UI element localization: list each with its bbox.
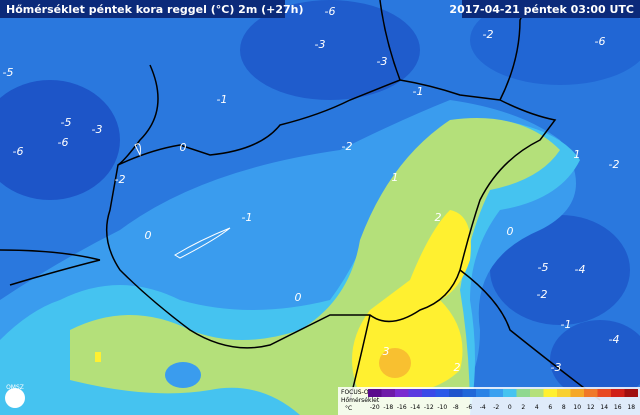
- legend-tick: -16: [397, 404, 407, 411]
- contour-label: 3: [383, 345, 390, 358]
- contour-label: -3: [315, 38, 326, 51]
- borders: [0, 0, 601, 401]
- contour-label: -1: [413, 85, 424, 98]
- legend-swatch: [408, 389, 422, 397]
- contour-label: -4: [575, 263, 586, 276]
- legend-tick: 18: [627, 404, 635, 411]
- contour-label: -3: [551, 361, 562, 374]
- legend-swatch: [503, 389, 517, 397]
- legend-swatch: [395, 389, 409, 397]
- legend-swatch: [611, 389, 625, 397]
- legend-swatch: [597, 389, 611, 397]
- legend-swatch: [476, 389, 490, 397]
- contour-label: 2: [435, 211, 442, 224]
- legend-swatch: [543, 389, 557, 397]
- contour-label: 2: [454, 361, 461, 374]
- legend-tick: 12: [587, 404, 595, 411]
- legend-tick: -12: [424, 404, 434, 411]
- legend-tick: -6: [466, 404, 472, 411]
- contour-label: -6: [325, 5, 336, 18]
- legend-tick: -8: [453, 404, 459, 411]
- contour-label: -2: [483, 28, 494, 41]
- legend-swatch: [557, 389, 571, 397]
- legend-tick: 6: [548, 404, 552, 411]
- timestamp: 2017-04-21 péntek 03:00 UTC: [449, 3, 634, 16]
- legend-swatch: [381, 389, 395, 397]
- contour-label: 0: [295, 291, 302, 304]
- legend-tick: 0: [508, 404, 512, 411]
- logo-text: OMSZ: [6, 384, 24, 391]
- legend-swatch: [462, 389, 476, 397]
- contour-label: 0: [180, 141, 187, 154]
- legend-tick: -2: [493, 404, 499, 411]
- contour-label: -1: [242, 211, 253, 224]
- legend-swatch: [368, 389, 382, 397]
- logo-icon: [5, 388, 25, 408]
- legend-swatch: [530, 389, 544, 397]
- legend-tick: 10: [573, 404, 581, 411]
- legend-swatch: [584, 389, 598, 397]
- contour-labels: -6 -5 -6 -5 -6 -3 -2 0 0 -1 -1 -2 0 1 2 3 2 -1 -3 -6 -5 -4 -2 -…: [3, 5, 620, 374]
- legend-tick: 8: [562, 404, 566, 411]
- legend-tick: -18: [383, 404, 393, 411]
- contour-label: -2: [537, 288, 548, 301]
- contour-label: -4: [609, 333, 620, 346]
- legend-tick: 4: [535, 404, 539, 411]
- legend-title: FOCUS-OFF: [341, 389, 376, 396]
- legend-swatch: [449, 389, 463, 397]
- legend-swatch: [570, 389, 584, 397]
- contour-label: -5: [3, 66, 14, 79]
- legend: FOCUS-OFF Hőmérséklet °C -20 -18 -16 -14 -12…: [338, 387, 640, 415]
- timestamp-box: [462, 0, 640, 18]
- contour-label: 0: [145, 229, 152, 242]
- contour-label: -6: [58, 136, 69, 149]
- contour-label: -1: [217, 93, 228, 106]
- contour-label: -5: [61, 116, 72, 129]
- lakes: [134, 143, 231, 259]
- contour-label: -5: [538, 261, 549, 274]
- contour-label: 0: [507, 225, 514, 238]
- legend-swatch: [422, 389, 436, 397]
- legend-swatch: [489, 389, 503, 397]
- legend-unit: °C: [345, 405, 352, 412]
- contour-label: -6: [13, 145, 24, 158]
- contour-label: -3: [377, 55, 388, 68]
- legend-swatch: [624, 389, 638, 397]
- legend-tick: -4: [480, 404, 486, 411]
- legend-swatch: [516, 389, 530, 397]
- contour-label: -2: [609, 158, 620, 171]
- contour-label: 1: [392, 171, 399, 184]
- title: Hőmérséklet péntek kora reggel (°C) 2m (…: [6, 3, 304, 16]
- legend-tick: -20: [370, 404, 380, 411]
- title-box: [0, 0, 285, 18]
- contour-label: -3: [92, 123, 103, 136]
- contour-label: -1: [561, 318, 572, 331]
- legend-tick: 16: [614, 404, 622, 411]
- legend-tick: -14: [410, 404, 420, 411]
- legend-tick: -10: [437, 404, 447, 411]
- legend-subtitle: Hőmérséklet: [341, 397, 380, 404]
- contour-label: -2: [342, 140, 353, 153]
- contour-label: -6: [595, 35, 606, 48]
- legend-tick: 2: [521, 404, 525, 411]
- legend-tick: 14: [600, 404, 608, 411]
- contour-label: -2: [115, 173, 126, 186]
- legend-swatch: [435, 389, 449, 397]
- contour-label: 1: [574, 148, 581, 161]
